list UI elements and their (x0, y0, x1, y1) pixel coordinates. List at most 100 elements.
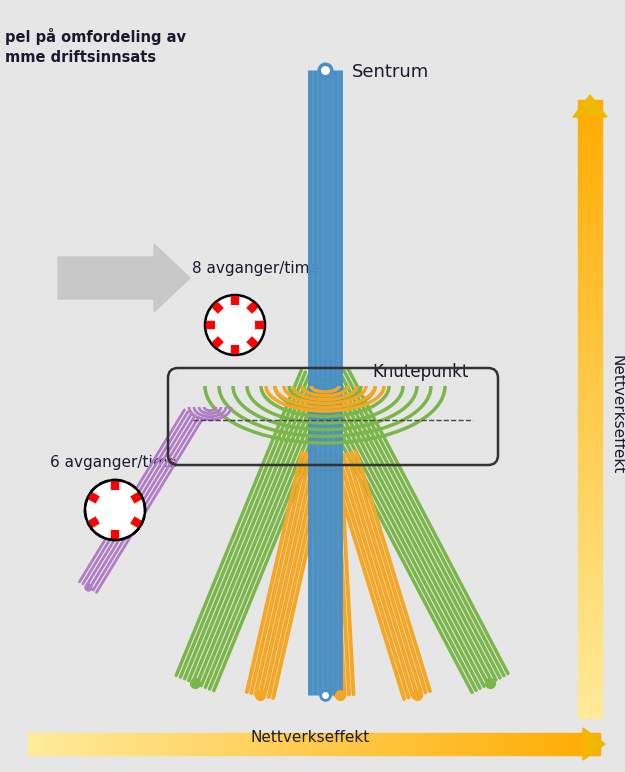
Bar (578, 481, 602, 486)
Bar (578, 615, 602, 620)
Bar (578, 265, 602, 270)
Bar (533, 733, 538, 755)
Bar (578, 249, 602, 255)
Bar (28, 733, 32, 755)
Bar (428, 733, 433, 755)
Bar (578, 461, 602, 466)
Bar (99, 733, 104, 755)
Bar (578, 564, 602, 569)
Bar (578, 239, 602, 244)
Bar (109, 733, 114, 755)
Bar (433, 733, 438, 755)
Bar (66, 733, 71, 755)
Bar (190, 733, 195, 755)
Bar (248, 733, 252, 755)
Bar (509, 733, 514, 755)
Bar (578, 290, 602, 296)
Bar (578, 234, 602, 239)
Bar (524, 733, 529, 755)
Bar (366, 733, 371, 755)
Bar (578, 352, 602, 357)
Bar (578, 167, 602, 172)
Text: 8 avganger/time: 8 avganger/time (192, 260, 319, 276)
Bar (578, 275, 602, 280)
Bar (578, 496, 602, 502)
Bar (314, 733, 319, 755)
Bar (32, 733, 38, 755)
Bar (578, 445, 602, 450)
Bar (195, 733, 199, 755)
Bar (262, 733, 266, 755)
Bar (119, 733, 123, 755)
Bar (376, 733, 381, 755)
Text: 6 avganger/time: 6 avganger/time (50, 455, 177, 470)
Bar (114, 733, 119, 755)
Bar (578, 198, 602, 203)
Bar (578, 224, 602, 229)
Bar (319, 733, 324, 755)
Bar (578, 296, 602, 301)
Bar (95, 733, 99, 755)
Bar (578, 203, 602, 208)
Bar (578, 476, 602, 481)
Bar (578, 126, 602, 131)
Bar (471, 733, 476, 755)
Bar (414, 733, 419, 755)
Bar (578, 270, 602, 275)
Bar (578, 147, 602, 151)
FancyArrow shape (583, 728, 605, 760)
Bar (52, 733, 57, 755)
Bar (371, 733, 376, 755)
Bar (214, 733, 219, 755)
Bar (166, 733, 171, 755)
Bar (578, 610, 602, 615)
Bar (578, 162, 602, 167)
Bar (578, 527, 602, 533)
Bar (578, 429, 602, 435)
Text: mme driftsinnsats: mme driftsinnsats (5, 50, 156, 65)
Bar (578, 120, 602, 126)
Bar (486, 733, 491, 755)
Bar (578, 157, 602, 162)
Bar (578, 218, 602, 224)
Bar (578, 646, 602, 651)
Bar (38, 733, 43, 755)
Bar (578, 244, 602, 249)
Bar (578, 635, 602, 641)
Bar (571, 733, 576, 755)
Bar (578, 178, 602, 182)
Bar (176, 733, 181, 755)
Bar (578, 131, 602, 136)
Bar (204, 733, 209, 755)
Bar (578, 486, 602, 492)
Bar (578, 188, 602, 193)
Bar (123, 733, 128, 755)
Bar (157, 733, 161, 755)
Bar (328, 733, 333, 755)
Bar (276, 733, 281, 755)
Bar (161, 733, 166, 755)
Bar (578, 538, 602, 543)
Bar (491, 733, 495, 755)
Bar (448, 733, 452, 755)
Bar (57, 733, 61, 755)
Bar (338, 733, 342, 755)
Bar (199, 733, 204, 755)
Circle shape (85, 480, 145, 540)
Bar (578, 600, 602, 604)
Bar (578, 409, 602, 414)
Bar (442, 733, 448, 755)
Bar (395, 733, 400, 755)
Bar (271, 733, 276, 755)
Bar (578, 558, 602, 564)
Bar (578, 182, 602, 188)
Bar (578, 594, 602, 600)
Bar (578, 193, 602, 198)
Bar (578, 548, 602, 554)
Bar (228, 733, 233, 755)
Bar (578, 306, 602, 311)
Bar (152, 733, 157, 755)
Bar (578, 394, 602, 398)
Bar (578, 682, 602, 687)
Bar (147, 733, 152, 755)
